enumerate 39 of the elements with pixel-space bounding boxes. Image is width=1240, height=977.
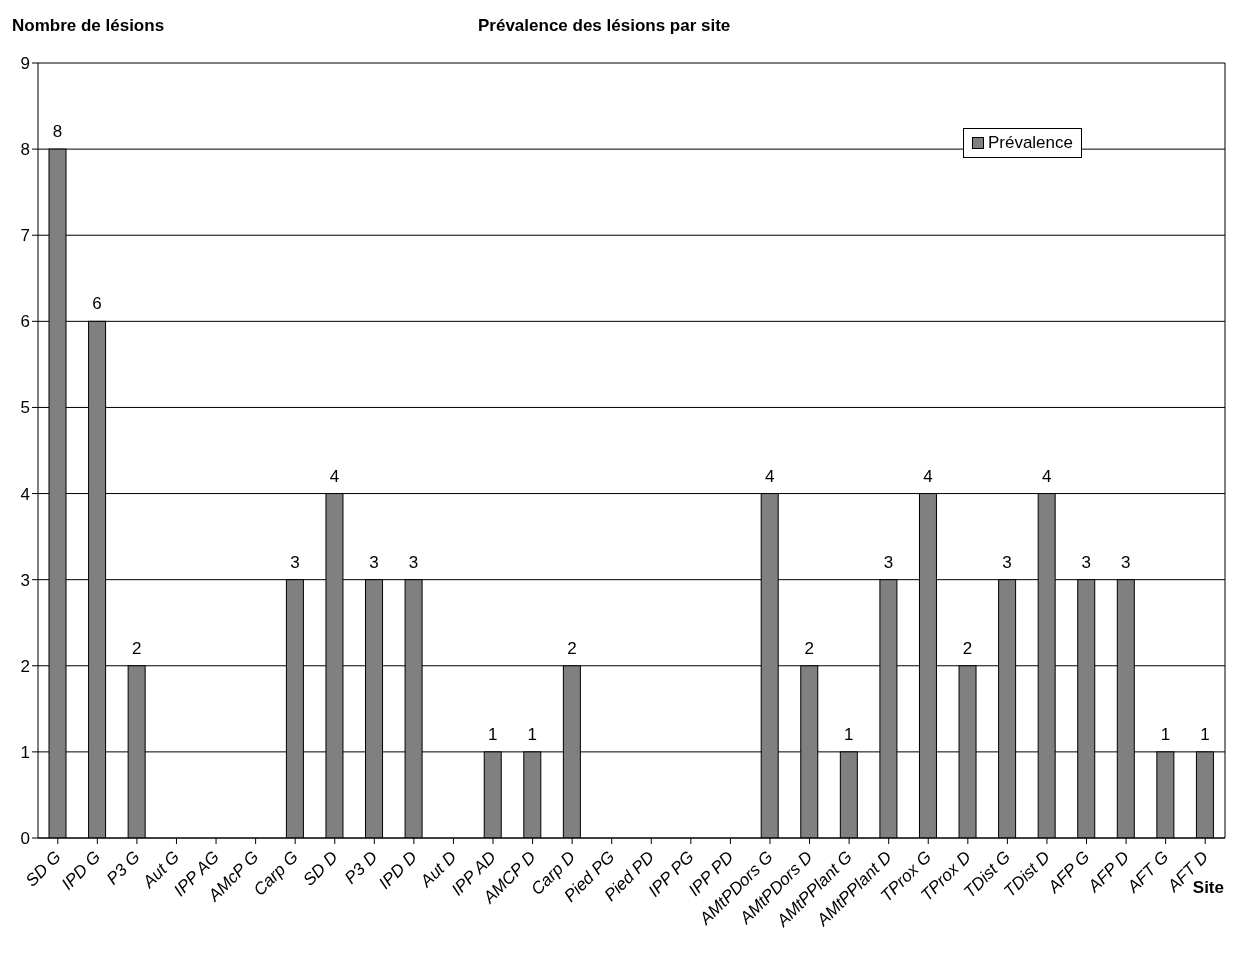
y-tick-label: 8 <box>20 140 30 160</box>
text: 1 <box>527 724 538 744</box>
y-tick-label: 6 <box>20 312 30 332</box>
y-tick-label: 1 <box>20 742 30 762</box>
text: 1 <box>488 724 498 744</box>
text: 1 <box>1200 724 1210 744</box>
text: 3 <box>1002 552 1012 572</box>
y-tick-label: 2 <box>20 656 30 676</box>
y-tick-label: 7 <box>20 226 30 246</box>
text: 3 <box>883 552 894 572</box>
y-tick-label: 9 <box>20 54 30 74</box>
text: 3 <box>1121 552 1131 572</box>
legend-label: Prévalence <box>987 133 1073 153</box>
text: 3 <box>1081 552 1091 572</box>
x-axis-title: Site <box>1192 878 1224 898</box>
text: 3 <box>408 552 419 572</box>
chart-title: Prévalence des lésions par site <box>478 16 731 36</box>
y-tick-label: 0 <box>20 829 30 849</box>
text: 2 <box>962 638 973 658</box>
text: 8 <box>52 122 63 142</box>
text: 2 <box>804 638 814 658</box>
y-tick-label: 5 <box>20 398 30 418</box>
text: 3 <box>369 552 379 572</box>
text: 1 <box>844 724 854 744</box>
y-tick-label: 4 <box>20 484 30 504</box>
text: 4 <box>1041 466 1052 486</box>
text: 2 <box>567 638 577 658</box>
y-tick-label: 3 <box>20 570 30 590</box>
text: 2 <box>131 638 142 658</box>
text: 4 <box>329 466 340 486</box>
x-tick-label: P3 G <box>102 847 144 889</box>
text: 3 <box>290 552 300 572</box>
text: 4 <box>764 466 775 486</box>
text: 1 <box>1160 724 1171 744</box>
x-tick-label: IPD D <box>375 847 421 893</box>
text: 4 <box>923 466 933 486</box>
text: 6 <box>92 294 102 314</box>
y-axis-title: Nombre de lésions <box>12 16 165 36</box>
x-tick-label: SD D <box>299 847 342 890</box>
